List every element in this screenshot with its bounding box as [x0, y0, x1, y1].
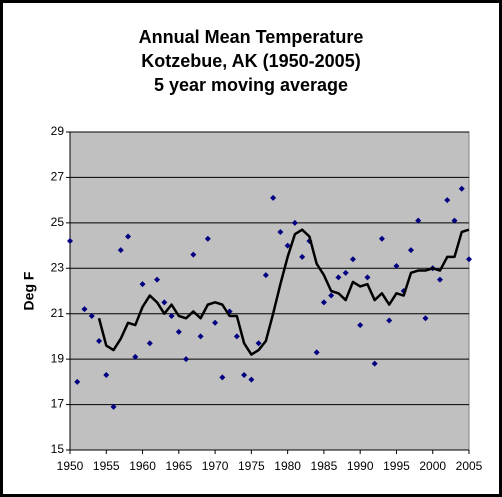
chart-title: Annual Mean Temperature [139, 27, 364, 47]
data-point [96, 337, 103, 344]
data-point [262, 272, 269, 279]
y-tick-label: 17 [51, 397, 65, 411]
x-tick-label: 1980 [274, 459, 301, 473]
data-point [146, 340, 153, 347]
data-point [422, 315, 429, 322]
data-point [88, 312, 95, 319]
data-point [103, 372, 110, 379]
data-point [320, 299, 327, 306]
data-point [270, 194, 277, 201]
data-point [248, 376, 255, 383]
data-point [371, 360, 378, 367]
x-tick-label: 1975 [238, 459, 265, 473]
x-tick-label: 1965 [165, 459, 192, 473]
data-point [67, 238, 73, 245]
data-point [74, 378, 81, 385]
y-tick-label: 23 [51, 260, 65, 274]
data-point [161, 299, 168, 306]
x-tick-label: 1995 [383, 459, 410, 473]
y-tick-label: 27 [51, 170, 65, 184]
data-point [349, 256, 356, 263]
y-tick-label: 29 [51, 124, 65, 138]
chart-title: 5 year moving average [154, 75, 348, 95]
data-point [284, 242, 291, 249]
data-point [299, 253, 306, 260]
x-tick-label: 1970 [202, 459, 229, 473]
data-point [219, 374, 226, 381]
data-point [313, 349, 320, 356]
data-point [154, 276, 161, 283]
y-tick-label: 21 [51, 306, 65, 320]
data-point [110, 403, 117, 410]
x-tick-label: 1960 [129, 459, 156, 473]
data-point [204, 235, 211, 242]
data-point [335, 274, 342, 281]
data-point [291, 219, 298, 226]
data-point [81, 306, 88, 313]
x-tick-label: 2000 [419, 459, 446, 473]
data-point [212, 319, 219, 326]
y-tick-label: 19 [51, 351, 65, 365]
data-point [357, 322, 364, 329]
data-point [125, 233, 132, 240]
data-point [255, 340, 262, 347]
data-point [328, 292, 335, 299]
plot-area [69, 131, 470, 451]
x-tick-label: 1955 [93, 459, 120, 473]
data-point [458, 185, 465, 192]
y-tick-label: 25 [51, 215, 65, 229]
data-point [277, 228, 284, 235]
data-point [183, 356, 190, 363]
data-point [342, 269, 349, 276]
data-point [407, 247, 414, 254]
data-point [139, 281, 146, 288]
data-point [175, 328, 182, 335]
data-point [241, 372, 248, 379]
data-point [444, 197, 451, 204]
data-point [436, 276, 443, 283]
data-point [168, 312, 175, 319]
data-point [451, 217, 458, 224]
moving-average-line [97, 228, 470, 356]
data-point [466, 256, 472, 263]
data-point [233, 333, 240, 340]
chart-title: Kotzebue, AK (1950-2005) [141, 51, 360, 71]
data-point [378, 235, 385, 242]
x-tick-label: 1985 [311, 459, 338, 473]
data-point [117, 247, 124, 254]
data-point [364, 274, 371, 281]
y-tick-label: 15 [51, 442, 65, 456]
data-point [190, 251, 197, 258]
x-tick-label: 1950 [57, 459, 84, 473]
data-point [132, 353, 139, 360]
data-point [415, 217, 422, 224]
data-point [197, 333, 204, 340]
data-point [393, 263, 400, 270]
x-tick-label: 2005 [456, 459, 483, 473]
x-tick-label: 1990 [347, 459, 374, 473]
y-axis-label: Deg F [21, 271, 37, 310]
data-point [386, 317, 393, 324]
